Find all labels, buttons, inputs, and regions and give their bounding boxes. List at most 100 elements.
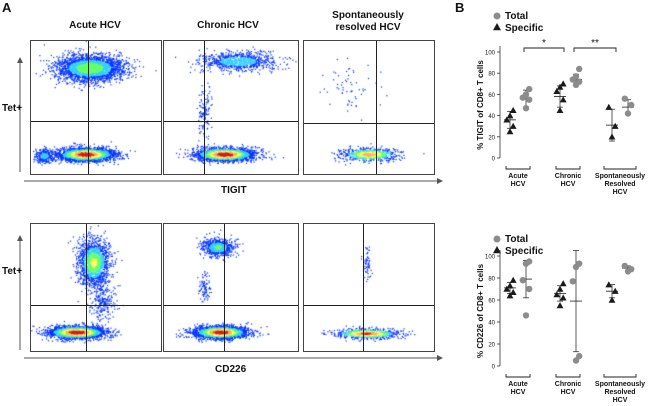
y-tick-label: 60 [488, 299, 495, 305]
data-point-total [526, 258, 533, 265]
data-point-total [621, 95, 628, 102]
group-bracket [603, 374, 637, 378]
data-point-specific [506, 128, 514, 135]
legend-total-marker [493, 12, 501, 20]
data-point-total [526, 285, 533, 293]
significance-label: ** [591, 38, 599, 49]
y-tick-label: 100 [485, 51, 496, 57]
group-label: Spontaneously [595, 381, 645, 388]
flow-plot-cd226-resolved [303, 223, 435, 352]
data-point-total [621, 262, 628, 270]
group-label: Chronic [555, 173, 582, 180]
data-point-specific [509, 122, 517, 129]
x-label-top: TIGIT [221, 185, 247, 196]
data-point-specific [608, 133, 616, 140]
quadrant-line-vertical [204, 41, 206, 174]
group-bracket [505, 374, 531, 378]
data-point-total [576, 65, 583, 73]
y-label-bottom: Tet+ [2, 266, 23, 277]
data-point-specific [553, 291, 561, 298]
data-point-specific [503, 116, 511, 123]
data-point-specific [556, 285, 564, 292]
data-point-specific [556, 83, 564, 90]
quadrant-line-vertical [362, 224, 364, 351]
x-label-bottom: CD226 [215, 364, 247, 375]
quadrant-line-horizontal [304, 123, 434, 125]
quadrant-line-vertical [88, 41, 90, 174]
group-label: HCV [511, 389, 526, 396]
data-point-total [569, 278, 576, 285]
y-tick-label: 100 [485, 255, 496, 261]
flow-plot-tigit-acute [30, 40, 162, 175]
quadrant-line-horizontal [31, 120, 161, 122]
legend-specific-label: Specific [505, 246, 544, 257]
density-dots [304, 41, 434, 174]
quadrant-line-horizontal [164, 305, 298, 307]
quadrant-line-horizontal [164, 120, 298, 122]
panel-a-letter: A [2, 0, 12, 15]
data-point-total [628, 101, 635, 109]
y-tick-label: 40 [488, 114, 495, 120]
legend-total-label: Total [505, 11, 528, 22]
group-label: Spontaneously [595, 173, 645, 180]
data-point-specific [553, 87, 561, 94]
legend-specific-marker [493, 246, 501, 254]
column-title-chronic: Chronic HCV [197, 20, 259, 31]
legend-total-marker [493, 235, 501, 243]
group-bracket [555, 166, 581, 170]
column-title-resolved: Spontaneously resolved HCV [332, 10, 404, 33]
flow-plot-cd226-acute [30, 223, 162, 352]
data-point-total [576, 260, 583, 267]
quadrant-line-vertical [375, 41, 377, 174]
data-point-total [519, 277, 526, 284]
group-bracket [505, 166, 531, 170]
data-point-specific [608, 296, 616, 303]
data-point-specific [559, 80, 567, 87]
group-label: Acute [508, 381, 528, 388]
quadrant-line-horizontal [31, 305, 161, 307]
y-tick-label: 80 [488, 72, 495, 78]
data-point-specific [611, 122, 619, 129]
flow-plot-cd226-chronic [163, 223, 299, 352]
density-dots [164, 224, 298, 351]
data-point-specific [559, 96, 567, 103]
group-label: HCV [613, 397, 628, 404]
data-point-specific [509, 276, 517, 283]
group-label: Resolved [604, 181, 635, 188]
data-point-total [526, 96, 533, 103]
data-point-total [572, 357, 580, 364]
significance-bracket [573, 47, 617, 52]
data-point-total [522, 91, 530, 98]
group-label: HCV [511, 181, 526, 188]
group-label: HCV [561, 389, 576, 396]
y-tick-label: 80 [488, 277, 495, 283]
data-point-specific [506, 292, 514, 299]
y-axis-label: % CD226 of CD8+ T cells [476, 263, 485, 358]
panel-b-letter: B [455, 0, 465, 15]
y-tick-label: 20 [488, 135, 495, 141]
data-point-total [624, 110, 632, 117]
data-point-total [576, 78, 583, 85]
data-point-total [628, 266, 635, 273]
density-dots [31, 41, 161, 174]
quadrant-line-vertical [85, 224, 87, 351]
y-tick-label: 0 [492, 157, 496, 163]
group-label: HCV [561, 181, 576, 188]
group-label: Acute [508, 173, 528, 180]
y-label-top: Tet+ [2, 103, 23, 114]
data-point-specific [559, 280, 567, 287]
data-point-total [576, 352, 583, 360]
data-point-total [522, 104, 530, 112]
data-point-total [572, 73, 580, 80]
group-label: HCV [613, 189, 628, 196]
legend-total-label: Total [505, 234, 528, 245]
data-point-specific [503, 285, 511, 292]
group-bracket [555, 374, 581, 378]
significance-bracket [523, 47, 565, 52]
data-point-total [526, 85, 533, 93]
density-dots [304, 224, 434, 351]
data-point-specific [506, 112, 514, 119]
significance-label: * [542, 38, 546, 49]
y-tick-label: 40 [488, 321, 495, 327]
